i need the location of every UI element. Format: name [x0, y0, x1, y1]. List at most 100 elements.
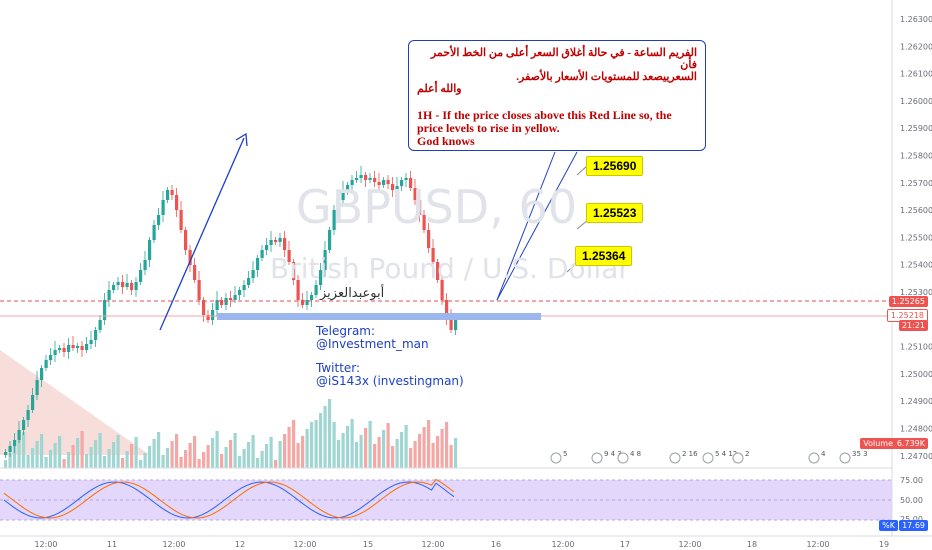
telegram-label: Telegram:	[316, 324, 376, 338]
target-tag-1[interactable]: 1.25690	[586, 156, 644, 176]
stoch-k-line	[3, 481, 455, 519]
volume-bar	[125, 451, 129, 468]
candle-body	[274, 240, 278, 242]
volume-bar	[386, 423, 390, 468]
candle-body	[418, 200, 422, 215]
candle-body	[157, 215, 161, 225]
candle-body	[134, 282, 138, 290]
candle-body	[85, 344, 89, 350]
volume-bar	[166, 448, 170, 468]
volume-bar	[8, 453, 12, 468]
time-tick-label: 11	[107, 540, 117, 549]
candle-body	[35, 380, 39, 395]
candle-body	[400, 180, 404, 186]
volume-bar	[94, 440, 98, 468]
red-line-price-label: 1.25265	[888, 296, 928, 307]
volume-bar	[134, 437, 138, 468]
candle-body	[328, 230, 332, 250]
oscillator-axis[interactable]: 75.00 50.00 25.00	[900, 476, 923, 524]
volume-bar	[85, 454, 89, 468]
candle-body	[260, 250, 264, 258]
volume-bar	[224, 447, 228, 468]
volume-bar	[427, 420, 431, 468]
volume-bar	[292, 420, 296, 468]
time-tick-label: 16	[491, 540, 501, 549]
time-tick-label: 12:00	[162, 540, 185, 549]
time-tick-label: 12:00	[551, 540, 574, 549]
volume-bar	[103, 456, 107, 468]
volume-bar	[400, 432, 404, 468]
candle-body	[283, 238, 287, 250]
time-tick-label: 15	[363, 540, 373, 549]
price-tick-label: 1.25400	[900, 261, 932, 270]
volume-bar	[121, 458, 125, 468]
candle-body	[449, 318, 453, 330]
volume-bar	[143, 453, 147, 468]
event-flag-icon	[839, 452, 851, 464]
candle-body	[391, 184, 395, 190]
candle-body	[251, 270, 255, 278]
candle-body	[404, 178, 408, 180]
candle-body	[427, 230, 431, 248]
volume-bar	[193, 436, 197, 468]
candle-body	[269, 240, 273, 245]
price-axis[interactable]: 1.26300 1.26200 1.26100 1.26000 1.25900 1.258…	[900, 15, 932, 461]
candle-body	[431, 248, 435, 262]
candle-body	[130, 283, 134, 290]
candle-body	[440, 280, 444, 300]
volume-bar	[454, 438, 458, 468]
author-name: أبوعبدالعزيز	[320, 286, 385, 301]
candle-body	[395, 186, 399, 190]
volume-label: Volume	[860, 438, 896, 449]
volume-bar	[58, 436, 62, 468]
event-count: 5	[563, 450, 567, 458]
volume-bar	[278, 441, 282, 468]
candle-body	[67, 345, 71, 352]
volume-bar	[188, 443, 192, 468]
volume-bar	[242, 449, 246, 468]
analysis-note[interactable]: الفريم الساعة - في حالة أغلاق السعر أعلى…	[408, 40, 706, 151]
candle-body	[49, 355, 53, 360]
price-tick-label: 1.25600	[900, 206, 932, 215]
candle-body	[4, 452, 8, 455]
note-arabic-3: والله أعلم	[417, 83, 462, 95]
volume-bar	[395, 439, 399, 468]
event-count: 4 8	[630, 450, 641, 458]
volume-bar	[346, 426, 350, 468]
candle-body	[76, 346, 80, 348]
volume-bar	[148, 446, 152, 468]
volume-bar	[157, 432, 161, 468]
event-count: 2	[745, 450, 749, 458]
candle-body	[287, 250, 291, 262]
candle-body	[8, 446, 12, 452]
candle-body	[314, 285, 318, 295]
candle-body	[215, 300, 219, 310]
volume-bar	[112, 442, 116, 468]
price-tick-label: 1.26200	[900, 42, 932, 51]
volume-bar	[130, 444, 134, 468]
event-count: 35 3	[852, 450, 868, 458]
volume-bar	[53, 443, 57, 468]
time-axis[interactable]: 12:00 11 12:00 12 12:00 15 12:00 16 12:00 17 12:00…	[34, 540, 889, 549]
candle-body	[62, 348, 66, 352]
time-tick-label: 17	[620, 540, 630, 549]
target-tag-2[interactable]: 1.25523	[586, 203, 644, 223]
volume-bar	[445, 422, 449, 468]
event-markers[interactable]: 5 9 4 3 4 8 2 16 5 4 12 2 4 35 3	[550, 450, 868, 464]
volume-bar	[436, 436, 440, 468]
candle-body	[71, 345, 75, 348]
candlesticks	[4, 166, 458, 458]
volume-bar	[17, 439, 21, 468]
target-tag-3[interactable]: 1.25364	[575, 246, 633, 266]
volume-bar	[175, 434, 179, 468]
event-count: 5 4 12	[715, 450, 737, 458]
volume-bar	[220, 454, 224, 468]
candle-body	[382, 180, 386, 185]
candle-body	[94, 330, 98, 340]
candle-body	[301, 300, 305, 305]
time-tick-label: 18	[747, 540, 757, 549]
candle-body	[337, 200, 341, 210]
volume-bar	[229, 440, 233, 468]
volume-bar	[107, 449, 111, 468]
candle-body	[175, 195, 179, 210]
